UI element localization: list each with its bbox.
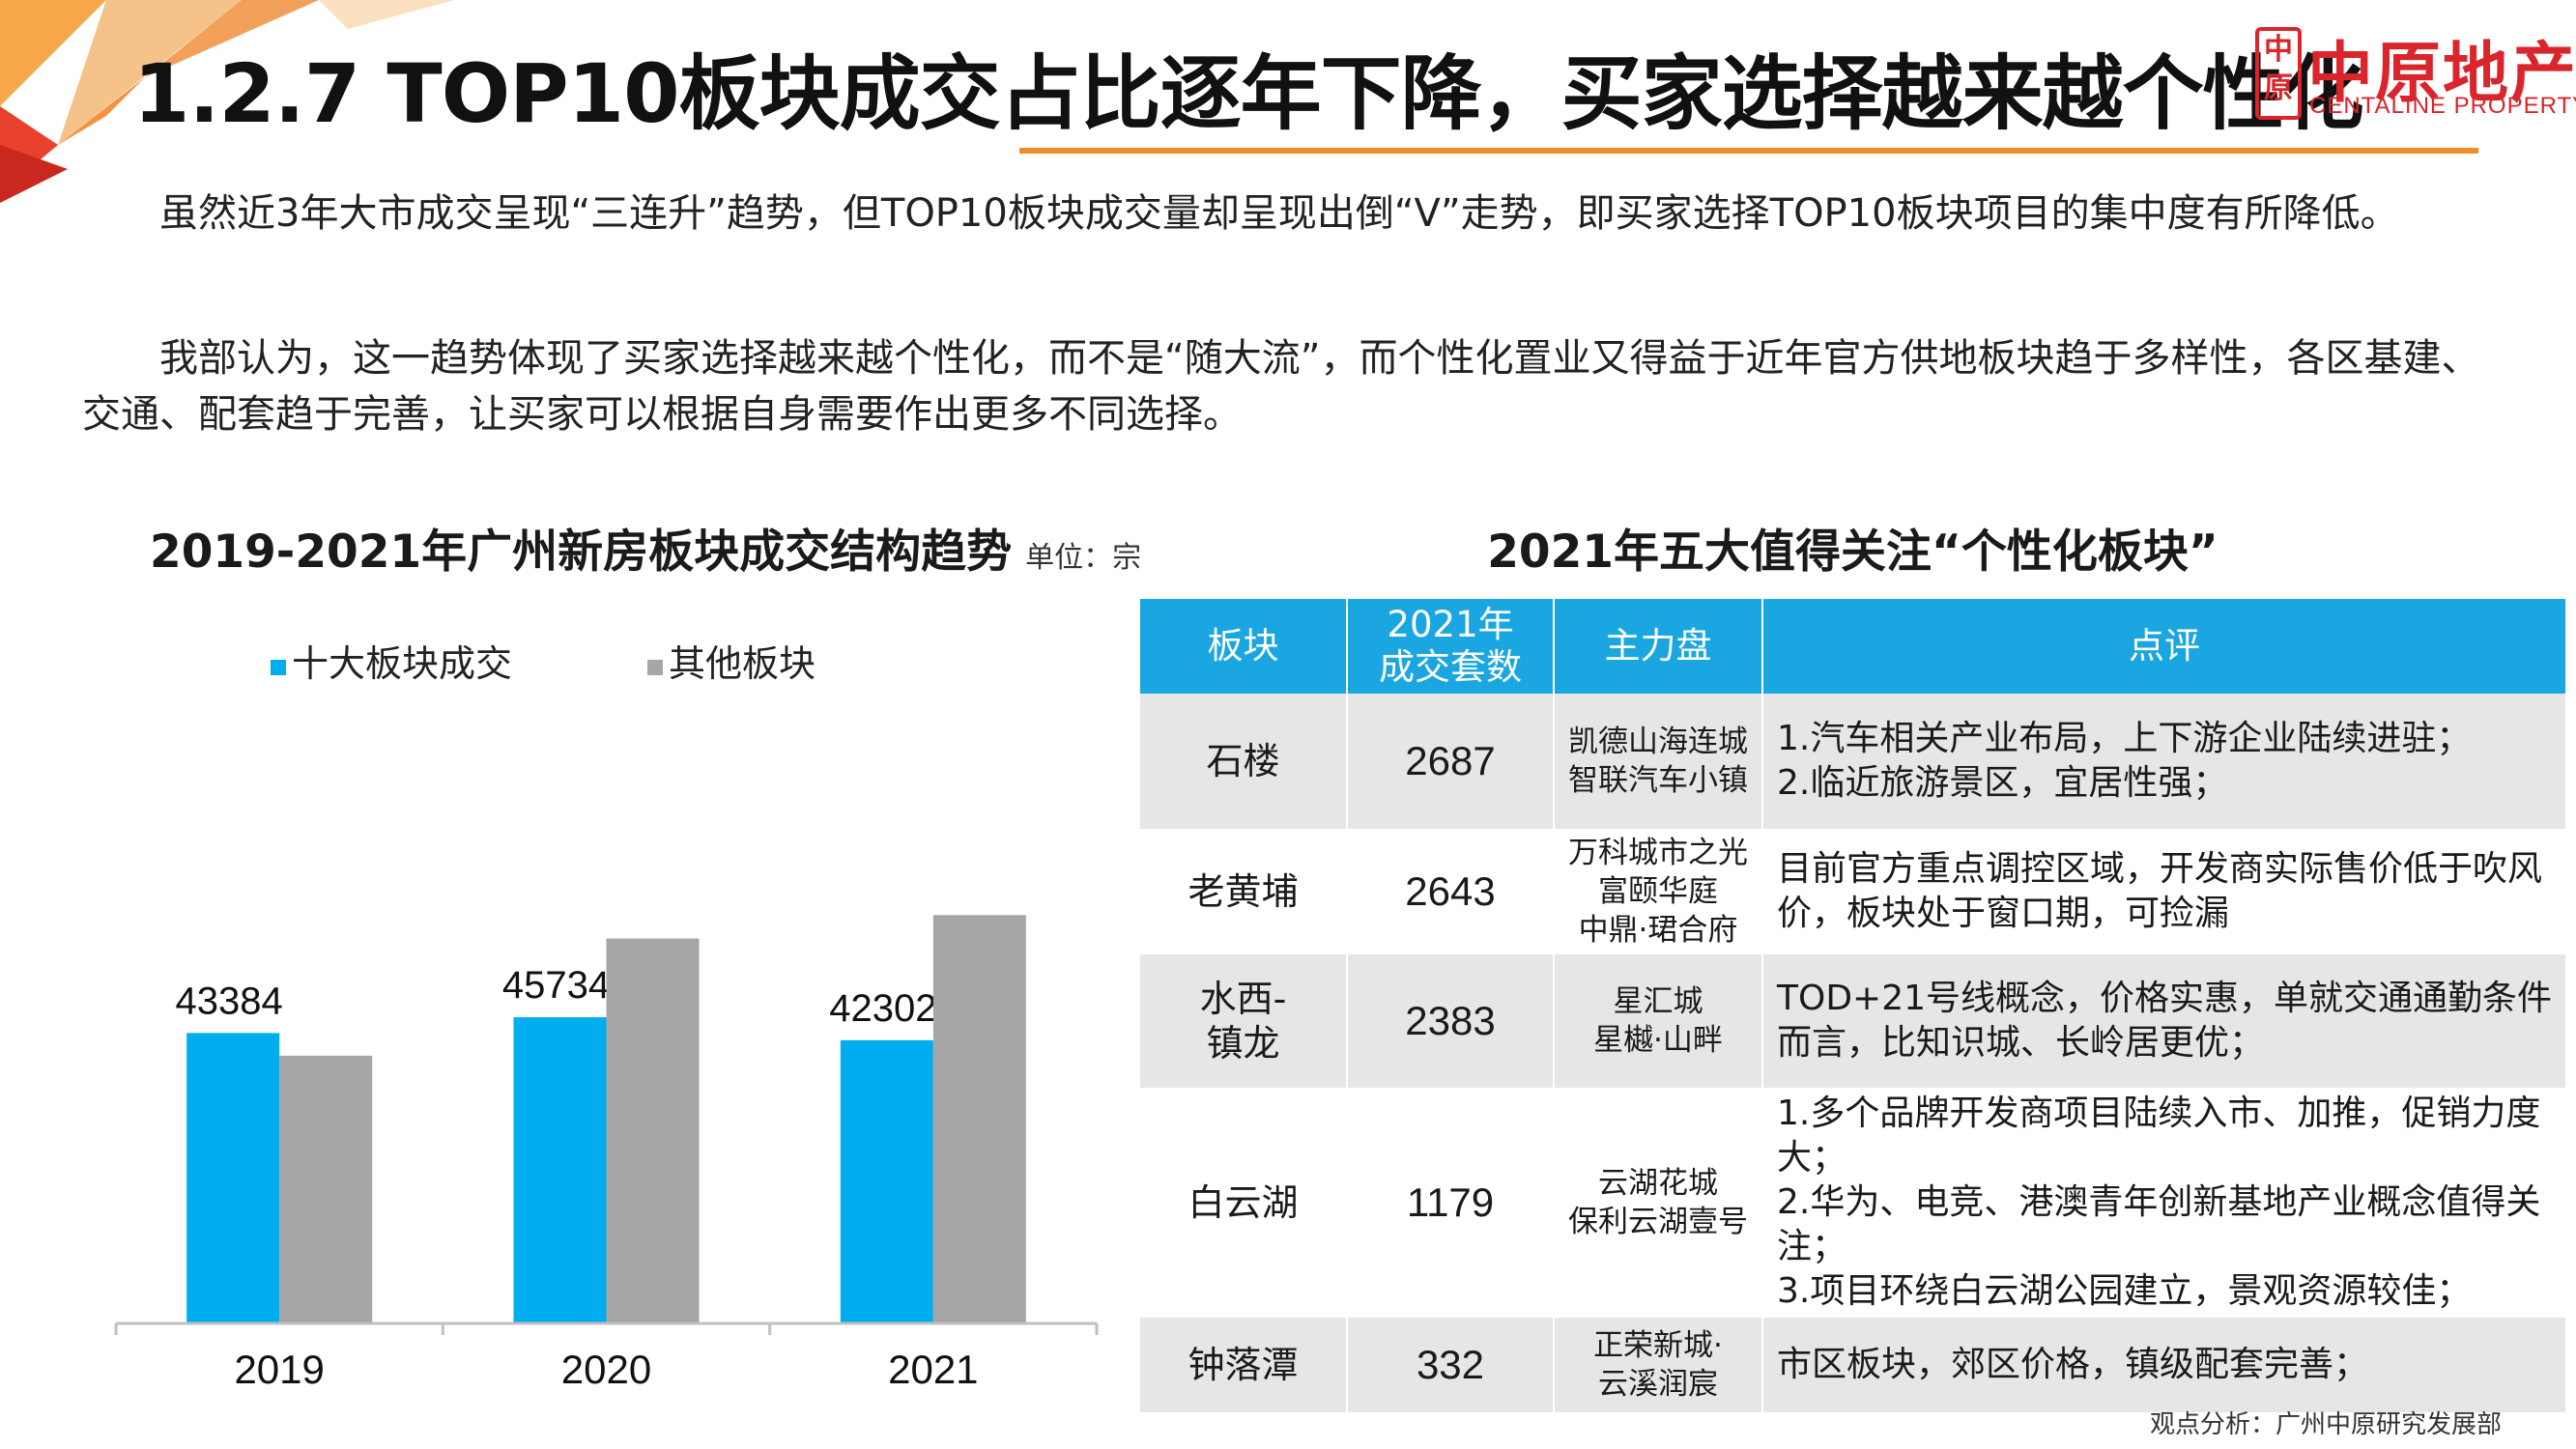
logo-chinese-text: 中原地产 bbox=[2307, 36, 2576, 112]
featured-blocks-table: 板块 2021年 成交套数 主力盘 点评 石楼 2687 凯德山海连城 智联汽车… bbox=[1140, 599, 2565, 1416]
source-note: 观点分析：广州中原研究发展部 bbox=[2150, 1410, 2503, 1439]
cell-comment: 1.多个品牌开发商项目陆续入市、加推，促销力度大； 2.华为、电竞、港澳青年创新… bbox=[1762, 1090, 2565, 1318]
table-row: 白云湖 1179 云湖花城 保利云湖壹号 1.多个品牌开发商项目陆续入市、加推，… bbox=[1140, 1090, 2565, 1318]
cell-comment: 目前官方重点调控区域，开发商实际售价低于吹风价，板块处于窗口期，可捡漏 bbox=[1762, 831, 2565, 954]
title-underline bbox=[1019, 148, 2478, 154]
centaline-logo: 中原 中原地产 CENTALINE PROPERTY bbox=[2253, 19, 2576, 126]
bar-chart: 十大板块成交 其他板块 43384 2019 45734 2020 42302 2021 bbox=[114, 642, 1099, 1392]
bar bbox=[186, 1033, 280, 1323]
legend-label: 十大板块成交 bbox=[292, 642, 512, 685]
header-comment: 点评 bbox=[1762, 599, 2565, 694]
table-title: 2021年五大值得关注“个性化板块” bbox=[1487, 526, 2218, 579]
cell-count: 2687 bbox=[1347, 694, 1555, 833]
logo-seal: 中原 bbox=[2255, 27, 2302, 120]
chart-unit: 单位：宗 bbox=[1025, 541, 1142, 575]
legend-swatch bbox=[647, 660, 663, 675]
bar bbox=[279, 1055, 373, 1323]
cell-count: 2643 bbox=[1347, 831, 1555, 954]
table-row: 老黄埔 2643 万科城市之光 富颐华庭 中鼎·珺合府 目前官方重点调控区域，开… bbox=[1140, 831, 2565, 954]
page-title: 1.2.7 TOP10板块成交占比逐年下降，买家选择越来越个性化 bbox=[133, 46, 2364, 141]
intro-paragraph-2: 我部认为，这一趋势体现了买家选择越来越个性化，而不是“随大流”，而个性化置业又得… bbox=[82, 336, 2480, 437]
cell-block: 老黄埔 bbox=[1140, 831, 1348, 954]
cell-block: 白云湖 bbox=[1140, 1090, 1348, 1318]
corner-decoration bbox=[0, 0, 454, 203]
bar bbox=[932, 915, 1026, 1323]
cell-projects: 凯德山海连城 智联汽车小镇 bbox=[1554, 694, 1763, 833]
bar bbox=[513, 1017, 607, 1323]
cell-comment: 1.汽车相关产业布局，上下游企业陆续进驻； 2.临近旅游景区，宜居性强； bbox=[1762, 694, 2565, 833]
cell-count: 1179 bbox=[1347, 1090, 1555, 1318]
data-label: 45734 bbox=[502, 964, 610, 1007]
cell-projects: 万科城市之光 富颐华庭 中鼎·珺合府 bbox=[1554, 831, 1763, 954]
bar bbox=[840, 1039, 933, 1323]
cell-projects: 云湖花城 保利云湖壹号 bbox=[1554, 1090, 1763, 1318]
legend-swatch bbox=[271, 660, 286, 675]
bar bbox=[606, 938, 700, 1323]
cell-block: 石楼 bbox=[1140, 694, 1348, 833]
data-label: 42302 bbox=[829, 987, 936, 1030]
cell-block: 水西- 镇龙 bbox=[1140, 952, 1348, 1092]
chart-title: 2019-2021年广州新房板块成交结构趋势 单位：宗 bbox=[150, 514, 1141, 581]
cell-comment: 市区板块，郊区价格，镇级配套完善； bbox=[1762, 1316, 2565, 1416]
table-row: 石楼 2687 凯德山海连城 智联汽车小镇 1.汽车相关产业布局，上下游企业陆续… bbox=[1140, 694, 2565, 833]
cell-count: 2383 bbox=[1347, 952, 1555, 1092]
cell-projects: 星汇城 星樾·山畔 bbox=[1554, 952, 1763, 1092]
table-row: 水西- 镇龙 2383 星汇城 星樾·山畔 TOD+21号线概念，价格实惠，单就… bbox=[1140, 952, 2565, 1092]
header-count: 2021年 成交套数 bbox=[1347, 599, 1555, 694]
x-tick-label: 2019 bbox=[234, 1347, 324, 1392]
logo-english-text: CENTALINE PROPERTY bbox=[2309, 93, 2576, 119]
cell-projects: 正荣新城· 云溪润宸 bbox=[1554, 1316, 1763, 1416]
cell-block: 钟落潭 bbox=[1140, 1316, 1348, 1416]
header-block: 板块 bbox=[1140, 599, 1348, 694]
cell-comment: TOD+21号线概念，价格实惠，单就交通通勤条件而言，比知识城、长岭居更优； bbox=[1762, 952, 2565, 1092]
table-row: 钟落潭 332 正荣新城· 云溪润宸 市区板块，郊区价格，镇级配套完善； bbox=[1140, 1316, 2565, 1416]
legend-label: 其他板块 bbox=[669, 642, 816, 685]
table-header-row: 板块 2021年 成交套数 主力盘 点评 bbox=[1140, 599, 2565, 694]
header-count-text: 2021年 成交套数 bbox=[1379, 604, 1522, 688]
x-tick-label: 2020 bbox=[561, 1347, 651, 1392]
intro-paragraph-1: 虽然近3年大市成交呈现“三连升”趋势，但TOP10板块成交量却呈现出倒“V”走势… bbox=[159, 191, 2399, 236]
chart-title-text: 2019-2021年广州新房板块成交结构趋势 bbox=[150, 526, 1013, 579]
header-projects: 主力盘 bbox=[1554, 599, 1763, 694]
data-label: 43384 bbox=[176, 980, 283, 1022]
cell-count: 332 bbox=[1347, 1316, 1555, 1416]
x-tick-label: 2021 bbox=[888, 1347, 978, 1392]
